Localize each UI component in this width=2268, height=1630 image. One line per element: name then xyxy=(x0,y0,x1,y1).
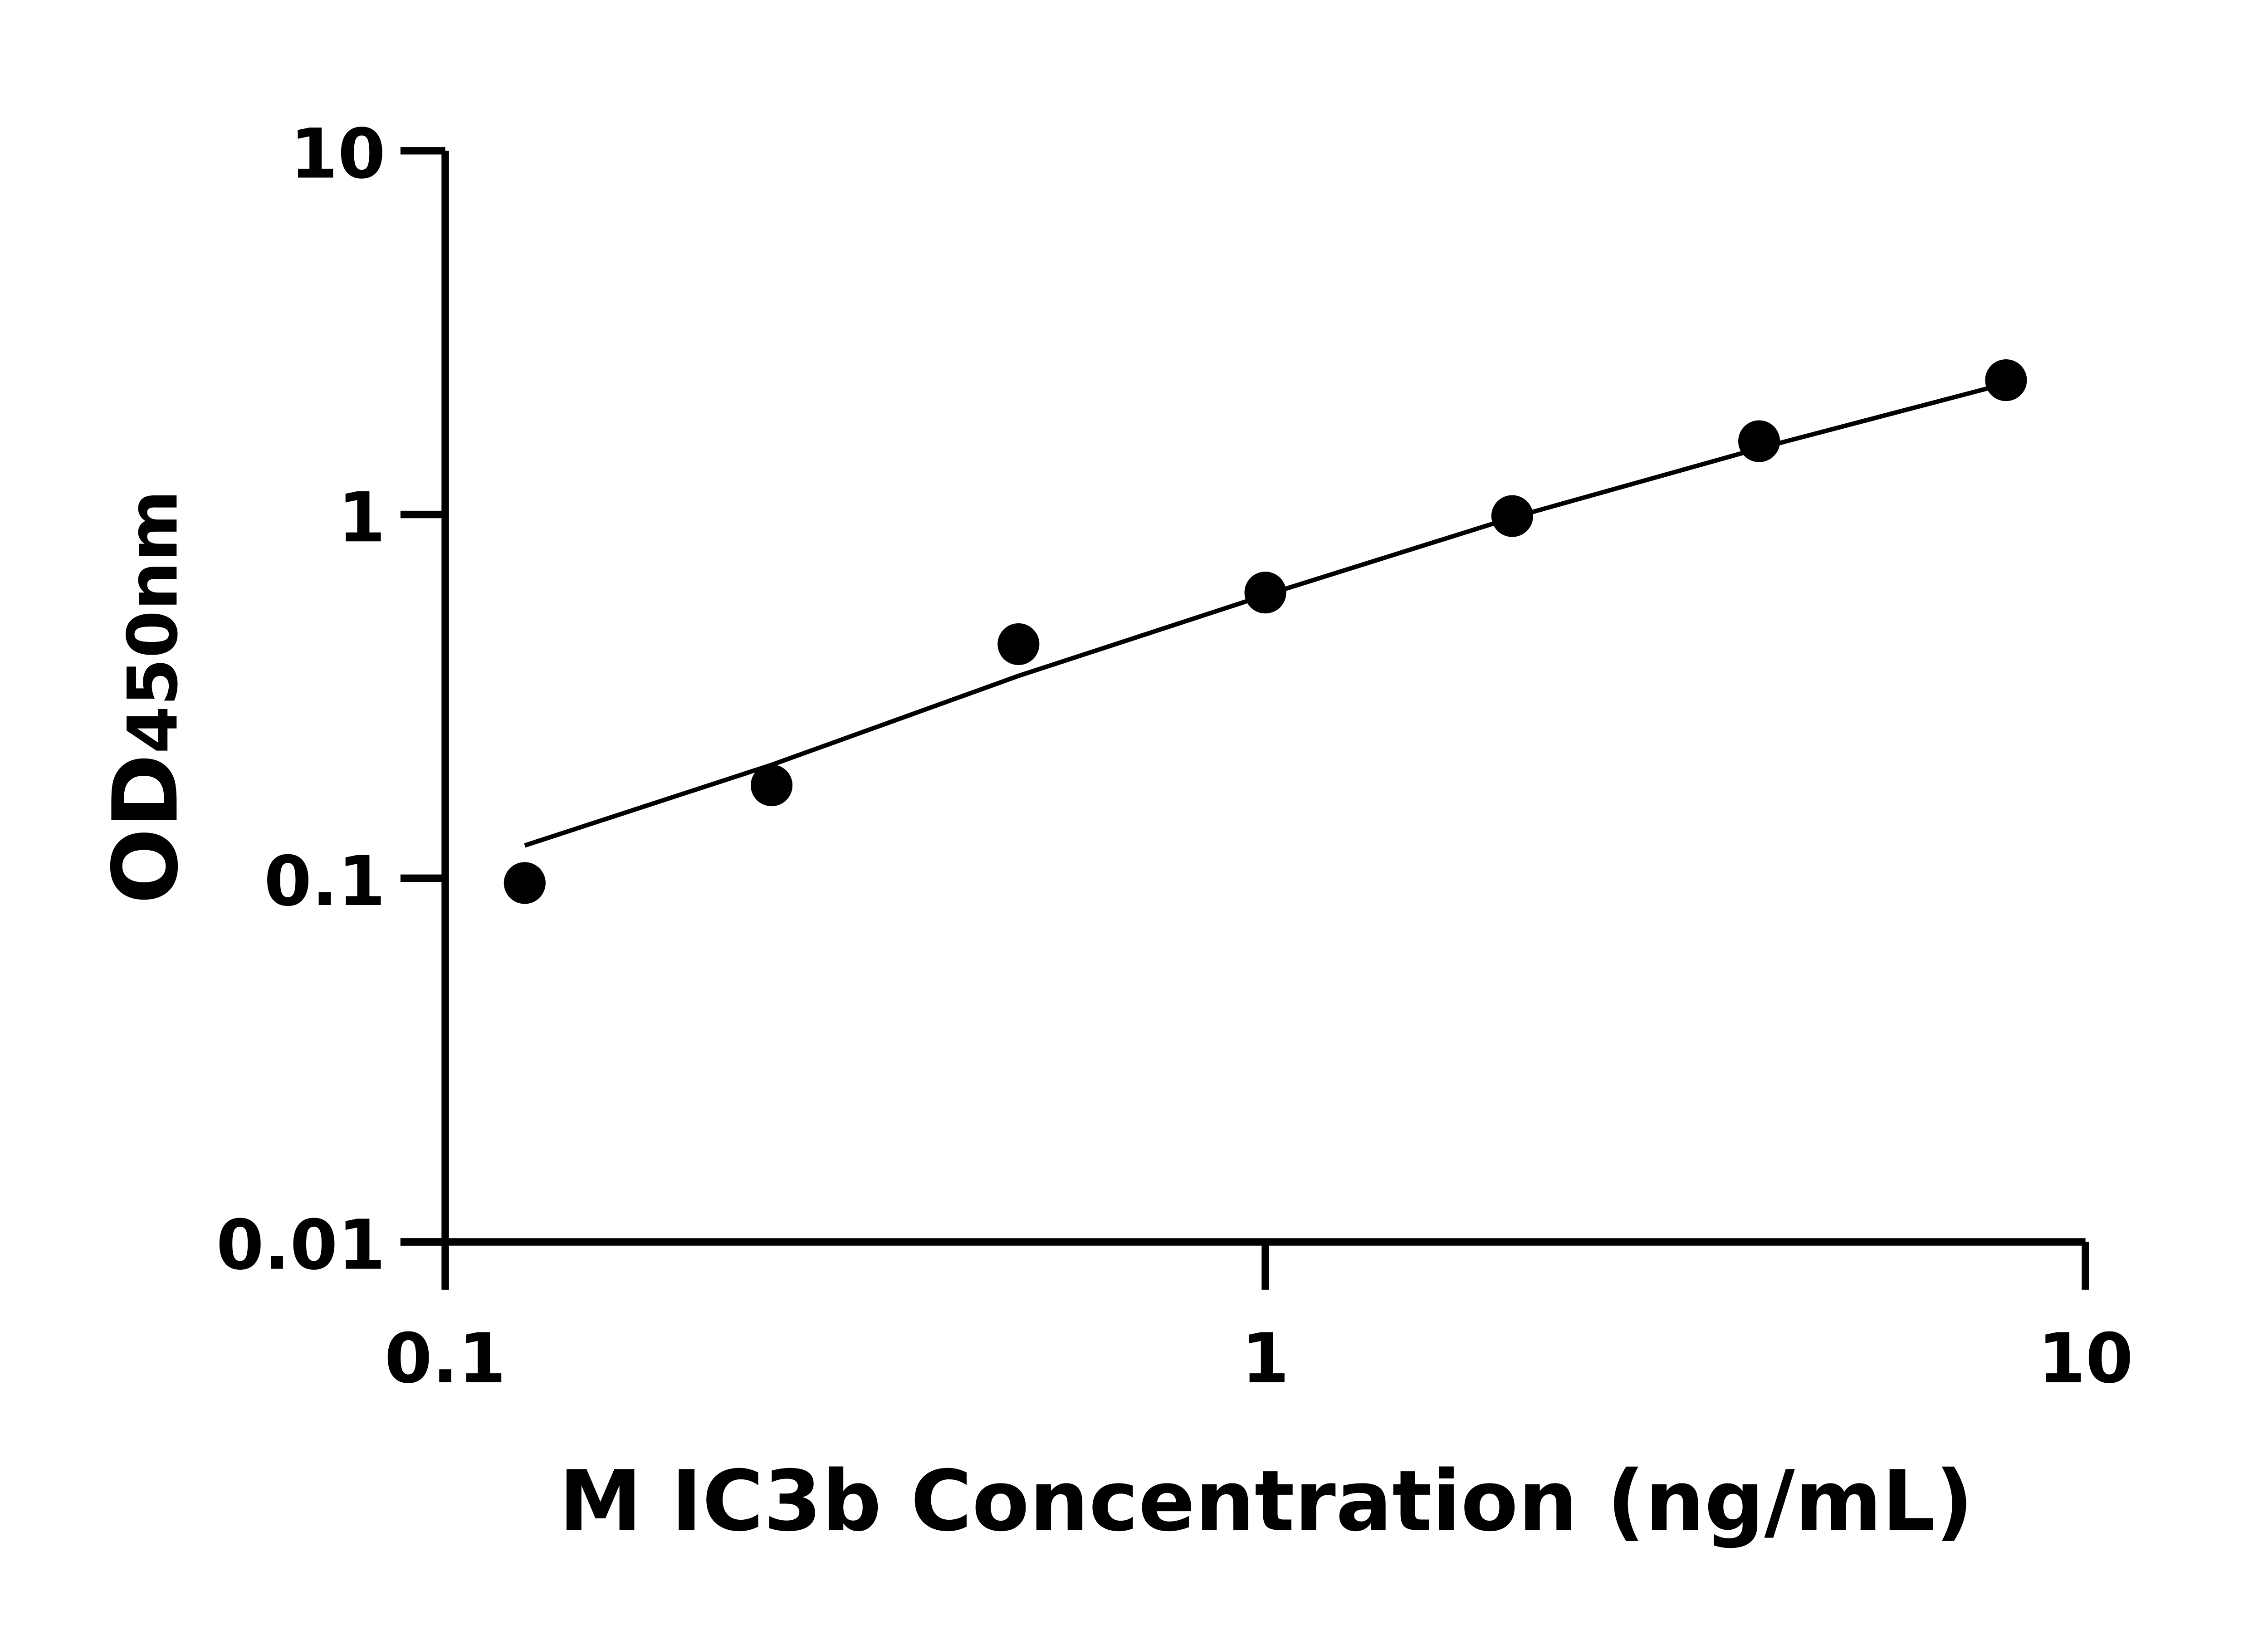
y-axis-label-sub: 450nm xyxy=(113,490,193,754)
data-point xyxy=(997,623,1040,665)
y-tick-label: 0.1 xyxy=(264,842,386,921)
data-points xyxy=(503,359,2027,904)
data-point xyxy=(1491,495,1533,537)
axes: 0.1 1 10 0.01 0.1 1 10 xyxy=(216,114,2133,1399)
y-tick-label: 10 xyxy=(290,114,386,194)
fit-line xyxy=(524,381,2007,848)
y-tick-label: 1 xyxy=(338,478,386,558)
data-point xyxy=(503,862,546,904)
x-tick-label: 10 xyxy=(2038,1319,2133,1399)
x-axis-label: M IC3b Concentration (ng/mL) xyxy=(559,1453,1973,1550)
data-point xyxy=(1985,359,2027,401)
x-tick-label: 0.1 xyxy=(385,1319,506,1399)
data-point xyxy=(1738,420,1780,462)
y-axis-label: OD450nm xyxy=(93,490,198,904)
x-tick-label: 1 xyxy=(1242,1319,1289,1399)
data-point xyxy=(750,764,793,807)
data-point xyxy=(1244,572,1286,614)
y-axis-label-main: OD xyxy=(93,754,198,904)
fit-line-group xyxy=(524,381,2007,848)
y-tick-label: 0.01 xyxy=(216,1205,386,1285)
